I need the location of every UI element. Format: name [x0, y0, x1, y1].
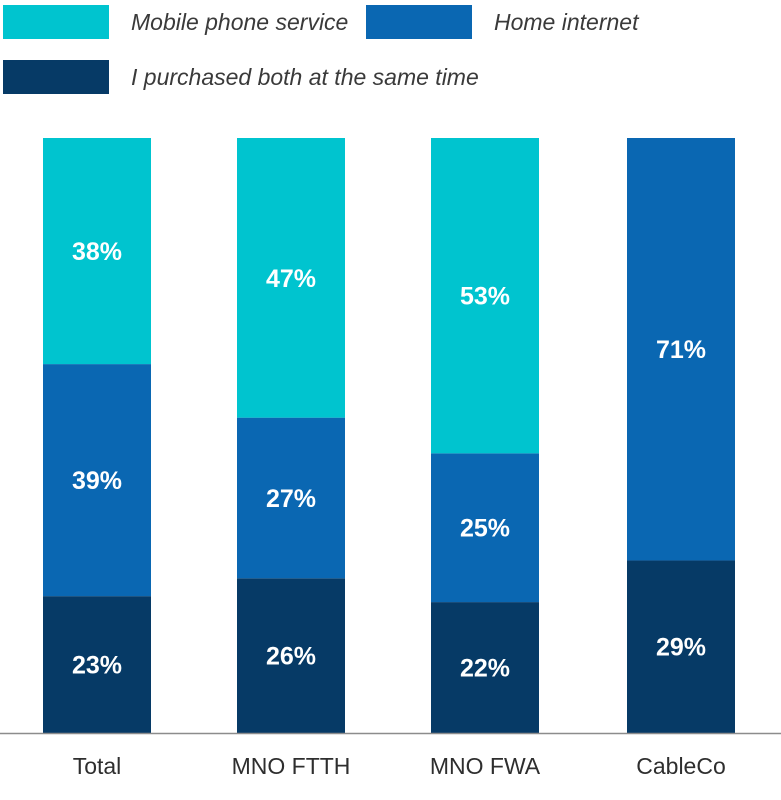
bar-segment-1-2 — [237, 138, 345, 418]
bar-value-label-2-1: 25% — [460, 515, 510, 543]
bar-segment-2-2 — [431, 138, 539, 454]
legend-item-home-internet: Home internet — [366, 5, 638, 39]
bar-segment-2-0 — [431, 602, 539, 733]
category-label-0: Total — [73, 753, 122, 779]
legend-label-mobile: Mobile phone service — [131, 8, 349, 35]
bar-value-label-1-1: 27% — [266, 485, 316, 513]
bar-value-label-0-2: 38% — [72, 238, 122, 266]
bar-value-label-0-1: 39% — [72, 467, 122, 495]
category-label-1: MNO FTTH — [232, 753, 351, 779]
bar-value-label-2-0: 22% — [460, 655, 510, 683]
bar-value-label-3-0: 29% — [656, 634, 706, 662]
bar-value-label-1-0: 26% — [266, 643, 316, 671]
legend-label-home-internet: Home internet — [494, 8, 639, 35]
legend-label-both: I purchased both at the same time — [131, 63, 479, 90]
bar-segment-1-1 — [237, 417, 345, 579]
legend-item-both: I purchased both at the same time — [3, 60, 479, 94]
bar-segment-0-1 — [43, 364, 151, 597]
bar-segment-0-0 — [43, 596, 151, 733]
legend-swatch-home-internet — [366, 5, 472, 39]
bar-segment-0-2 — [43, 138, 151, 365]
bar-value-label-3-1: 71% — [656, 336, 706, 364]
bar-segment-2-1 — [431, 453, 539, 603]
category-label-3: CableCo — [636, 753, 726, 779]
legend-swatch-both — [3, 60, 109, 94]
legend-item-mobile: Mobile phone service — [3, 5, 348, 39]
bar-value-label-0-0: 23% — [72, 652, 122, 680]
bar-value-label-1-2: 47% — [266, 265, 316, 293]
legend-swatch-mobile — [3, 5, 109, 39]
bar-segment-3-1 — [627, 138, 735, 561]
bar-segment-1-0 — [237, 578, 345, 733]
bar-value-label-2-2: 53% — [460, 283, 510, 311]
legend: Mobile phone service Home internet I pur… — [0, 0, 781, 110]
bar-segment-3-0 — [627, 560, 735, 733]
category-label-2: MNO FWA — [430, 753, 541, 779]
